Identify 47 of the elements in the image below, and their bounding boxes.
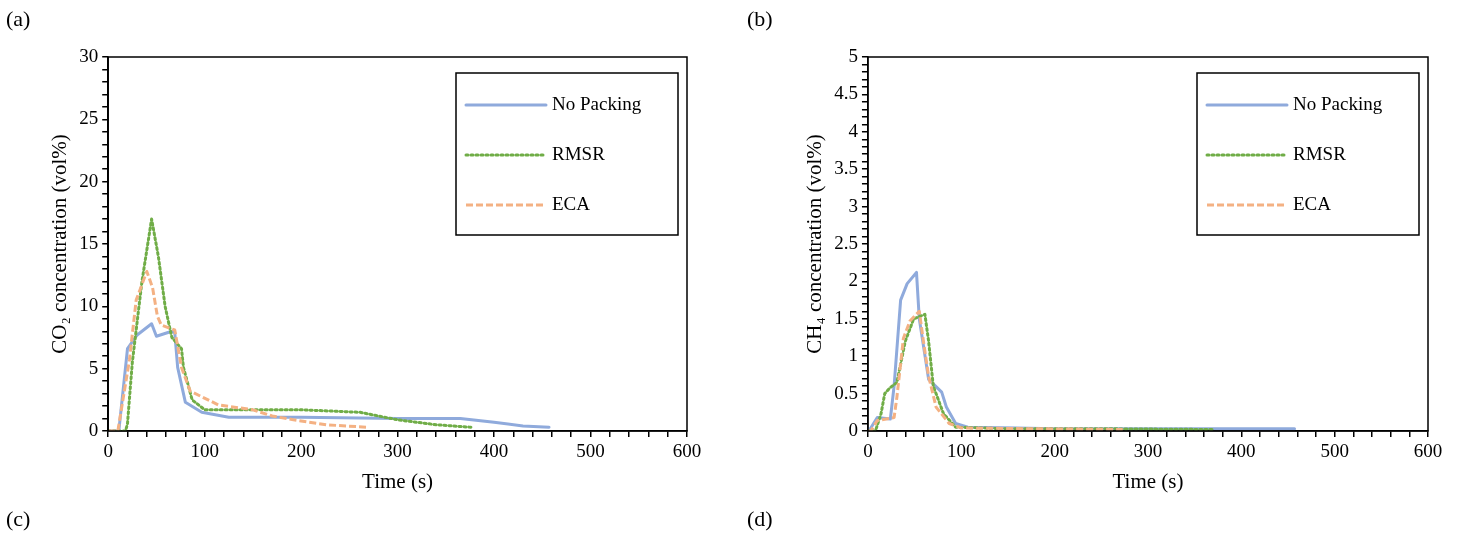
y-axis-title: CO₂ concentration (vol%): [47, 134, 72, 354]
x-tick-label: 100: [190, 440, 219, 462]
legend-label: No Packing: [1293, 92, 1383, 114]
y-tick-label: 2: [848, 269, 858, 291]
chart-title: (b): [747, 6, 773, 32]
x-tick-label: 600: [672, 440, 702, 462]
x-tick-label: 100: [947, 440, 976, 462]
y-tick-label: 0: [848, 418, 858, 440]
legend-label: RMSR: [1293, 142, 1347, 164]
x-axis-title: Time (s): [1112, 468, 1184, 493]
legend-label: ECA: [1293, 192, 1332, 214]
text: (c): [6, 506, 31, 532]
y-tick-label: 3.5: [834, 157, 858, 179]
y-tick-label: 15: [79, 231, 99, 253]
y-tick-label: 1.5: [834, 306, 858, 328]
y-tick-label: 1: [848, 344, 858, 366]
x-tick-label: 600: [1413, 440, 1443, 462]
x-tick-label: 200: [286, 440, 316, 462]
x-axis-title: Time (s): [362, 468, 434, 493]
y-tick-label: 10: [79, 294, 99, 316]
y-tick-label: 5: [88, 356, 99, 378]
y-tick-label: 2.5: [834, 231, 858, 253]
y-tick-label: 4.5: [834, 82, 858, 104]
y-tick-label: 0: [88, 418, 99, 440]
chart-title: (a): [6, 6, 31, 32]
legend-label: RMSR: [552, 142, 606, 164]
y-tick-label: 5: [848, 44, 858, 66]
x-tick-label: 500: [1320, 440, 1349, 462]
y-tick-label: 0.5: [834, 381, 858, 403]
x-tick-label: 400: [1227, 440, 1256, 462]
line-series: [867, 309, 1125, 431]
x-tick-label: 0: [863, 440, 873, 462]
x-tick-label: 300: [383, 440, 412, 462]
y-tick-label: 4: [848, 119, 859, 141]
legend-label: No Packing: [552, 92, 642, 114]
y-tick-label: 25: [79, 107, 99, 129]
text: (d): [747, 506, 773, 532]
x-tick-label: 400: [479, 440, 509, 462]
x-tick-label: 300: [1133, 440, 1163, 462]
y-tick-label: 20: [79, 169, 99, 191]
x-tick-label: 200: [1040, 440, 1069, 462]
x-tick-label: 500: [576, 440, 605, 462]
legend-label: ECA: [552, 192, 591, 214]
y-axis-title: CH₄ concentration (vol%): [802, 134, 827, 354]
x-tick-label: 0: [103, 440, 113, 462]
y-tick-label: 30: [79, 44, 99, 66]
y-tick-label: 3: [848, 194, 858, 216]
